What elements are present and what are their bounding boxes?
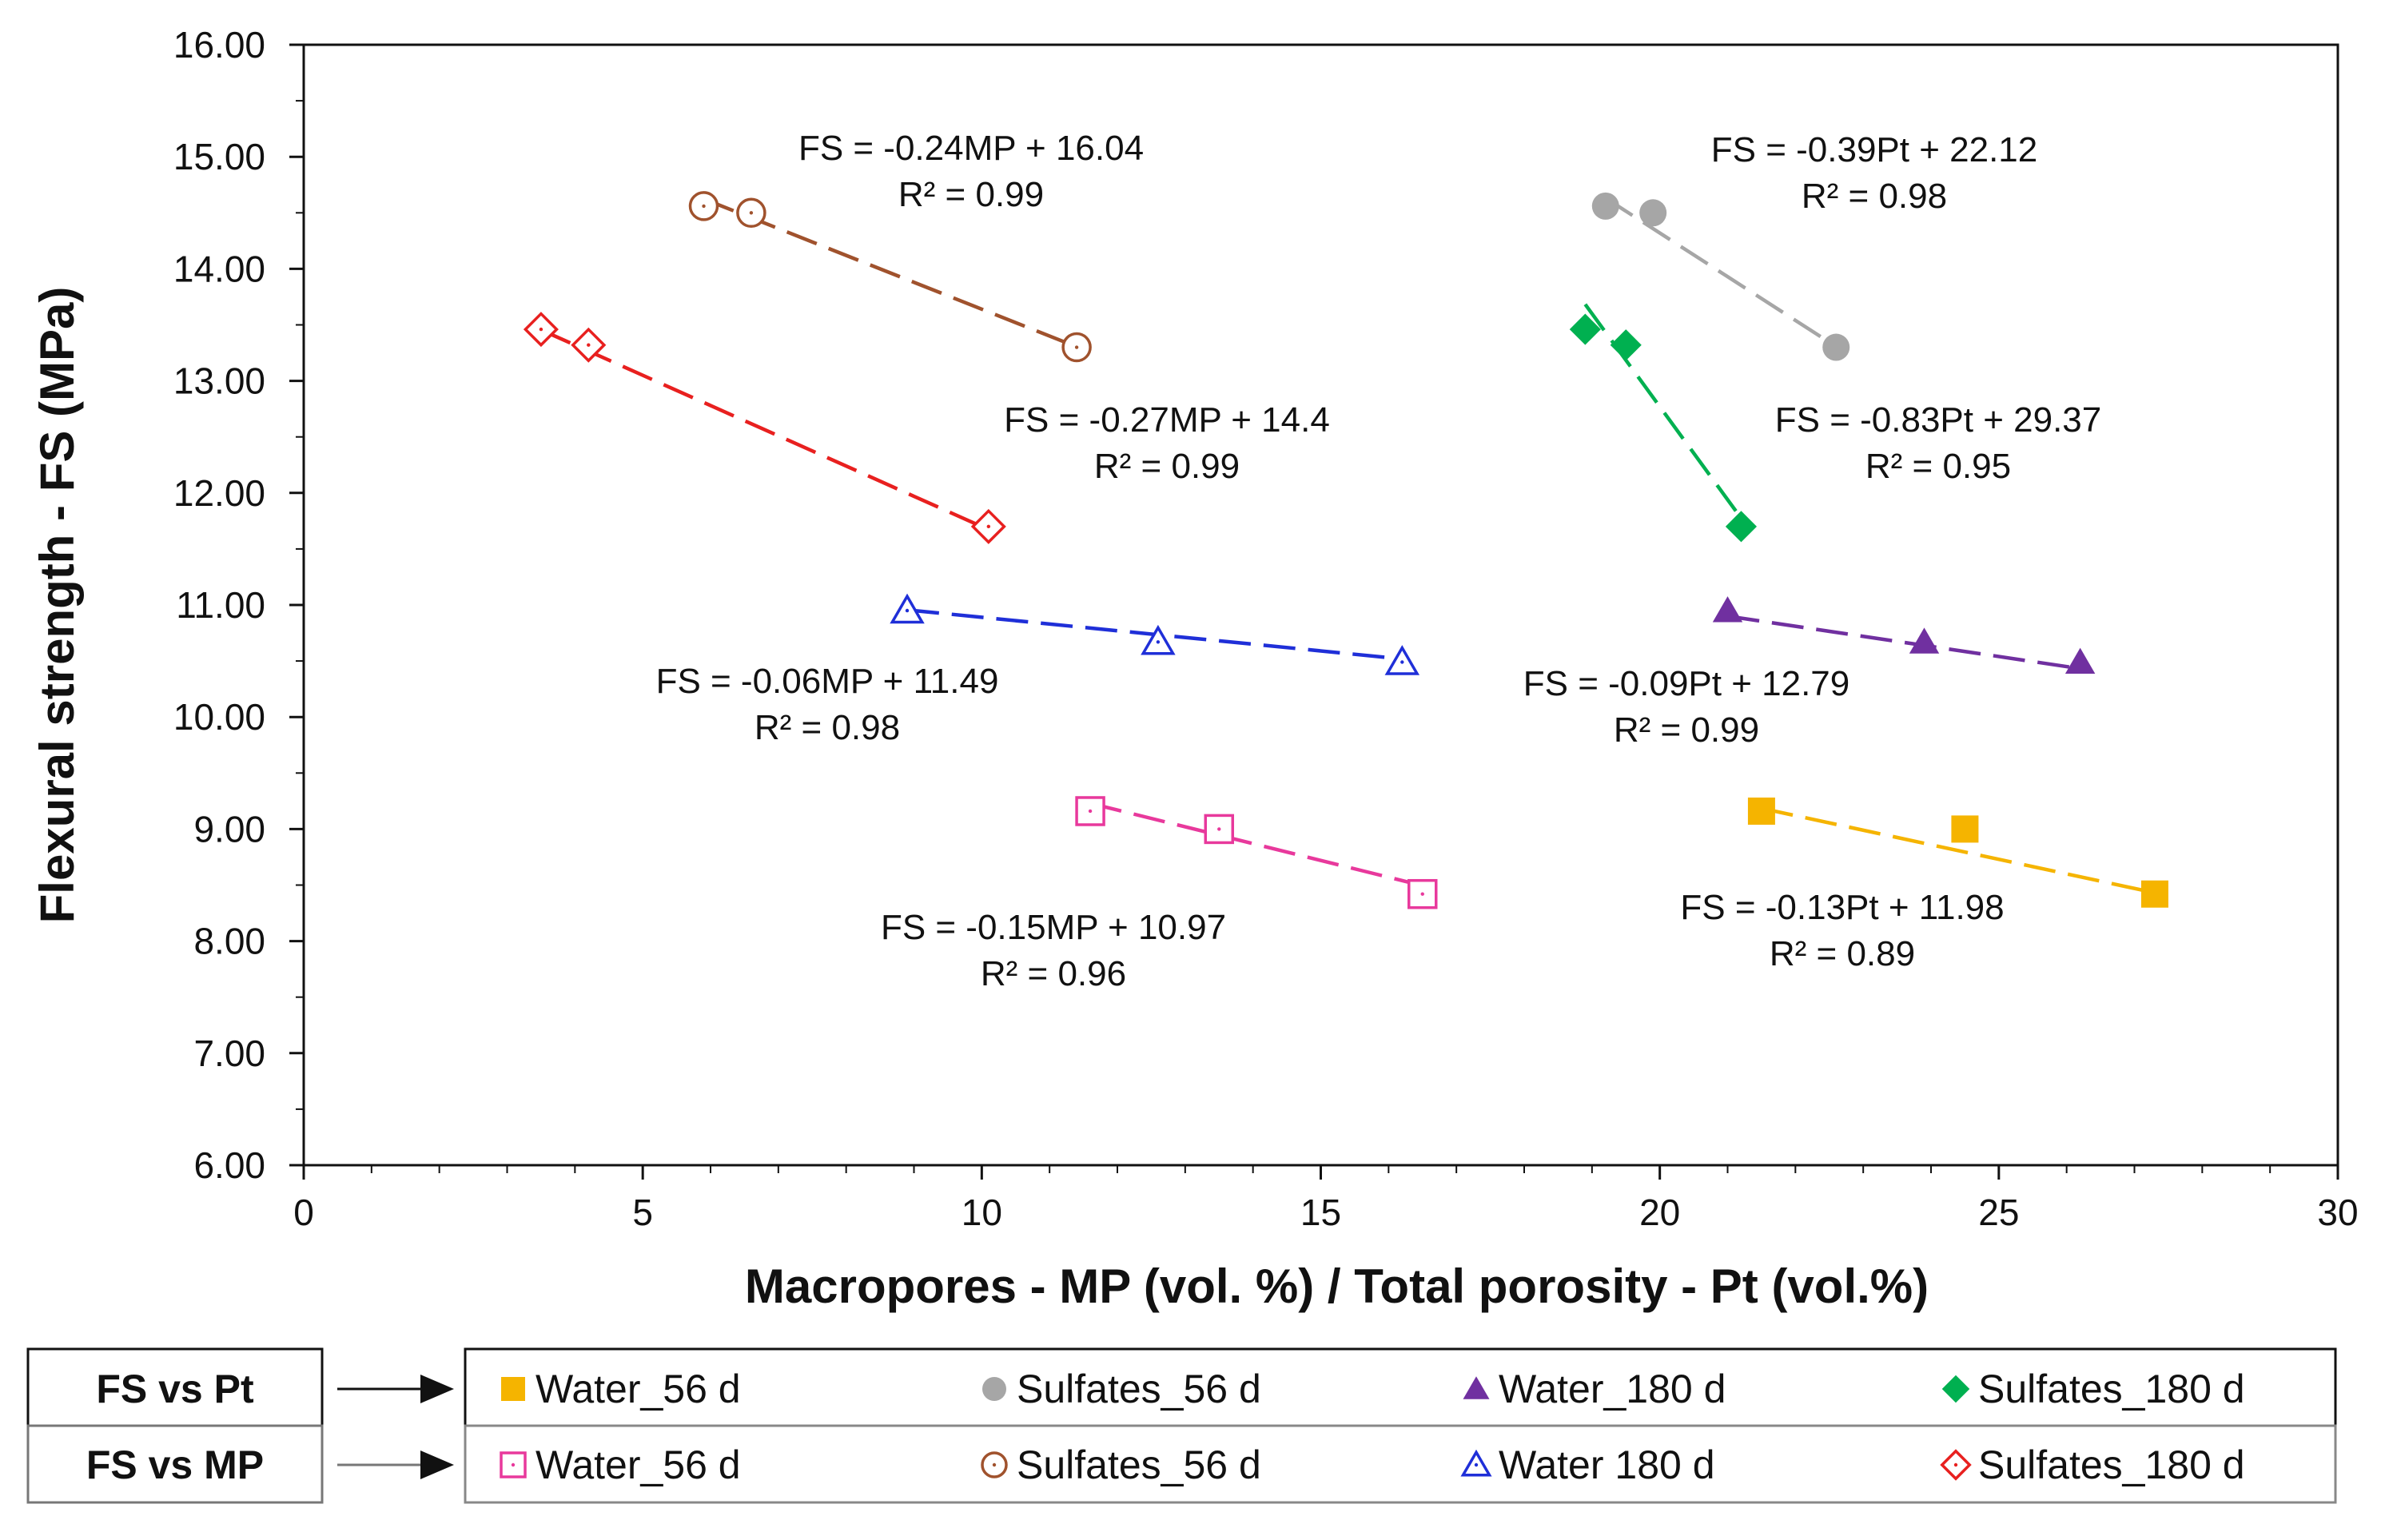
trendline-mp_sulf180 — [540, 328, 989, 531]
y-tick-label: 15.00 — [173, 136, 265, 177]
r2-mp_water56: R² = 0.96 — [981, 954, 1126, 993]
data-point-mp_sulf180-center — [587, 343, 591, 347]
data-point-pt_sulf56 — [1639, 199, 1667, 227]
data-point-mp_water56-center — [1217, 827, 1221, 831]
r2-mp_sulf180: R² = 0.99 — [1094, 447, 1240, 486]
trendline-mp_water56 — [1089, 801, 1423, 888]
trendline-mp_sulf56 — [703, 197, 1077, 349]
r2-pt_sulf180: R² = 0.95 — [1865, 447, 2011, 486]
legend-series-box-mp — [464, 1424, 2337, 1504]
legend-entry-mp_sulf180: Sulfates_180 d — [1978, 1443, 2245, 1487]
y-tick-label: 11.00 — [176, 584, 265, 626]
data-point-mp_water56 — [1075, 796, 1105, 826]
r2-pt_sulf56: R² = 0.98 — [1802, 177, 1947, 216]
legend-marker-mp_water56-center — [511, 1462, 516, 1467]
plot-frame — [302, 43, 2339, 1167]
equation-mp_water56: FS = -0.15MP + 10.97 — [881, 908, 1226, 947]
legend-entry-mp_sulf56: Sulfates_56 d — [1017, 1443, 1261, 1487]
y-tick-label: 7.00 — [193, 1033, 265, 1074]
trendline-pt_sulf56 — [1604, 196, 1838, 348]
data-point-mp_water180-center — [905, 608, 910, 613]
legend-entry-pt_sulf56: Sulfates_56 d — [1017, 1367, 1261, 1411]
legend-marker-pt_sulf180 — [1941, 1375, 1970, 1403]
trendline-pt_water56 — [1761, 806, 2156, 895]
legend-entry-mp_water56: Water_56 d — [536, 1443, 741, 1487]
data-point-mp_water56-center — [1088, 809, 1093, 814]
equation-pt_water56: FS = -0.13Pt + 11.98 — [1680, 888, 2004, 927]
data-point-pt_sulf180 — [1610, 329, 1642, 361]
data-point-pt_sulf180 — [1725, 511, 1758, 543]
x-tick-label: 15 — [1300, 1192, 1341, 1233]
equation-pt_water180: FS = -0.09Pt + 12.79 — [1523, 664, 1849, 703]
data-point-pt_water180 — [1712, 596, 1743, 623]
x-tick-label: 10 — [962, 1192, 1002, 1233]
trendlines — [540, 196, 2156, 895]
data-point-pt_sulf56 — [1822, 333, 1850, 361]
r2-pt_water180: R² = 0.99 — [1614, 710, 1759, 750]
x-axis-title: Macropores - MP (vol. %) / Total porosit… — [745, 1259, 1929, 1313]
equation-mp_water180: FS = -0.06MP + 11.49 — [656, 662, 999, 701]
trendline-pt_water180 — [1727, 614, 2080, 671]
data-points — [523, 191, 2168, 909]
data-point-mp_sulf180-center — [986, 524, 991, 529]
data-point-mp_sulf180-center — [539, 327, 543, 332]
trendline-pt_sulf180 — [1583, 303, 1743, 519]
y-tick-label: 10.00 — [173, 696, 265, 738]
data-point-pt_water180 — [2064, 647, 2096, 674]
legend-entry-pt_sulf180: Sulfates_180 d — [1978, 1367, 2245, 1411]
r2-mp_water180: R² = 0.98 — [755, 708, 900, 747]
legend-marker-pt_water180 — [1463, 1376, 1490, 1399]
data-point-mp_sulf56-center — [1074, 345, 1079, 349]
data-point-mp_water56 — [1204, 814, 1234, 845]
x-tick-label: 30 — [2317, 1192, 2358, 1233]
data-point-pt_water56 — [2140, 880, 2168, 908]
y-tick-label: 14.00 — [173, 248, 265, 289]
equation-pt_sulf56: FS = -0.39Pt + 22.12 — [1711, 130, 2037, 169]
data-point-pt_water180 — [1909, 627, 1940, 654]
legend: FS vs Pt Water_56 d Sulfates_56 d Water_180… — [26, 1347, 2337, 1504]
equation-pt_sulf180: FS = -0.83Pt + 29.37 — [1775, 400, 2101, 440]
data-point-mp_water56-center — [1420, 892, 1424, 896]
y-tick-label: 12.00 — [173, 472, 265, 514]
y-tick-label: 13.00 — [173, 360, 265, 402]
legend-marker-pt_sulf56 — [982, 1377, 1006, 1401]
legend-label-box-pt — [26, 1347, 324, 1427]
data-point-pt_sulf180 — [1569, 313, 1601, 345]
y-tick-label: 16.00 — [173, 24, 265, 66]
data-point-pt_water56 — [1951, 815, 1979, 843]
legend-marker-mp_sulf180-center — [1953, 1462, 1958, 1467]
data-point-mp_water180-center — [1156, 640, 1161, 644]
r2-mp_sulf56: R² = 0.99 — [898, 175, 1044, 214]
legend-marker-pt_water56 — [501, 1377, 525, 1401]
y-tick-label: 9.00 — [193, 808, 265, 850]
legend-label-box-mp — [26, 1424, 324, 1504]
x-tick-label: 5 — [632, 1192, 653, 1233]
y-tick-label: 8.00 — [193, 921, 265, 962]
r2-pt_water56: R² = 0.89 — [1770, 934, 1915, 973]
data-point-mp_sulf56-center — [702, 204, 706, 209]
data-point-mp_sulf56-center — [749, 211, 754, 215]
y-axis-title: Flexural strength - FS (MPa) — [30, 287, 84, 924]
legend-group-label: FS vs MP — [86, 1443, 264, 1487]
axes: 0 5 10 15 20 25 30 6.00 7.00 8.00 9.00 10.00 11.00 12… — [30, 24, 2359, 1313]
legend-entry-pt_water180: Water_180 d — [1499, 1367, 1726, 1411]
y-tick-label: 6.00 — [193, 1144, 265, 1186]
equation-annotations: FS = -0.13Pt + 11.98 R² = 0.89 FS = -0.39P… — [656, 129, 2102, 993]
legend-entry-mp_water180: Water 180 d — [1499, 1443, 1715, 1487]
data-point-mp_water180-center — [1400, 660, 1404, 664]
legend-entry-pt_water56: Water_56 d — [536, 1367, 741, 1411]
equation-mp_sulf56: FS = -0.24MP + 16.04 — [798, 129, 1144, 168]
data-point-pt_sulf56 — [1591, 192, 1619, 220]
x-tick-label: 20 — [1639, 1192, 1680, 1233]
x-tick-label: 0 — [293, 1192, 314, 1233]
data-point-pt_water56 — [1747, 797, 1775, 825]
equation-mp_sulf180: FS = -0.27MP + 14.4 — [1004, 400, 1330, 440]
x-tick-label: 25 — [1978, 1192, 2019, 1233]
legend-marker-mp_water180-center — [1474, 1462, 1479, 1467]
legend-group-label: FS vs Pt — [96, 1367, 254, 1411]
legend-marker-mp_sulf56-center — [992, 1462, 997, 1467]
